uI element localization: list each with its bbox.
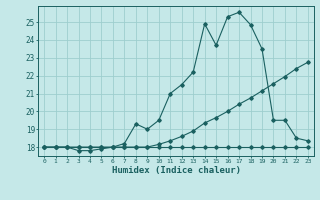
X-axis label: Humidex (Indice chaleur): Humidex (Indice chaleur) — [111, 166, 241, 175]
